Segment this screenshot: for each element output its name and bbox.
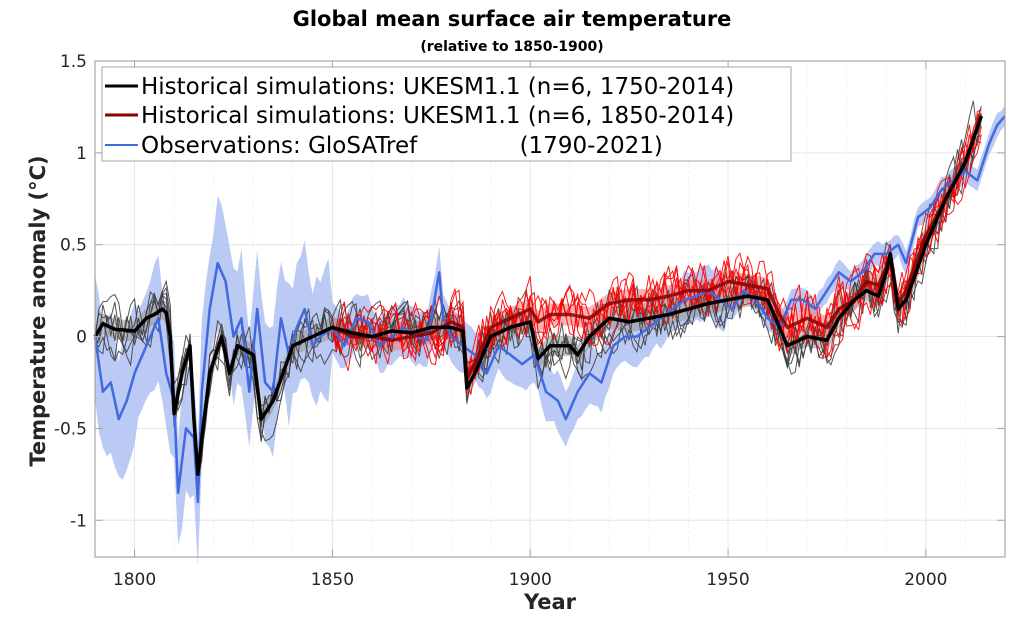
axis-ticks [95,60,1005,557]
chart-subtitle: (relative to 1850-1900) [420,39,603,55]
legend-label: Observations: GloSATref (1790-2021) [141,133,663,159]
chart-title: Global mean surface air temperature [293,7,732,31]
y-axis-label: Temperature anomaly (°C) [26,155,50,466]
y-tick-label: 0 [76,328,87,348]
legend-item: Historical simulations: UKESM1.1 (n=6, 1… [105,74,734,100]
legend-label: Historical simulations: UKESM1.1 (n=6, 1… [141,103,734,129]
y-tick-label: -1 [70,511,87,531]
ukesm-1850-member-line [331,134,982,395]
y-tick-label: 0.5 [60,236,87,256]
x-tick-label: 1800 [113,570,156,590]
x-tick-label: 1900 [509,570,552,590]
x-tick-labels: 1800 1850 1900 1950 2000 [113,570,948,590]
y-tick-label: 1 [76,144,87,164]
observations-line [93,115,1006,504]
legend-label: Historical simulations: UKESM1.1 (n=6, 1… [141,74,734,100]
y-tick-labels: 1.5 1 0.5 0 -0.5 -1 [54,52,87,531]
plot-frame [94,60,1006,558]
ukesm-1750-member-line [94,133,982,498]
observations-uncertainty-band [95,106,1005,567]
legend-item: Observations: GloSATref (1790-2021) [105,133,663,159]
mean-lines [93,115,1006,504]
x-tick-label: 1950 [706,570,749,590]
legend: Historical simulations: UKESM1.1 (n=6, 1… [101,66,792,162]
legend-item: Historical simulations: UKESM1.1 (n=6, 1… [105,103,734,129]
x-axis-label: Year [523,590,577,614]
x-tick-label: 2000 [904,570,947,590]
x-tick-label: 1850 [311,570,354,590]
y-tick-label: -0.5 [54,419,87,439]
y-tick-label: 1.5 [60,52,87,72]
ukesm-1750-mean-line [93,115,983,477]
legend-box [101,66,792,162]
